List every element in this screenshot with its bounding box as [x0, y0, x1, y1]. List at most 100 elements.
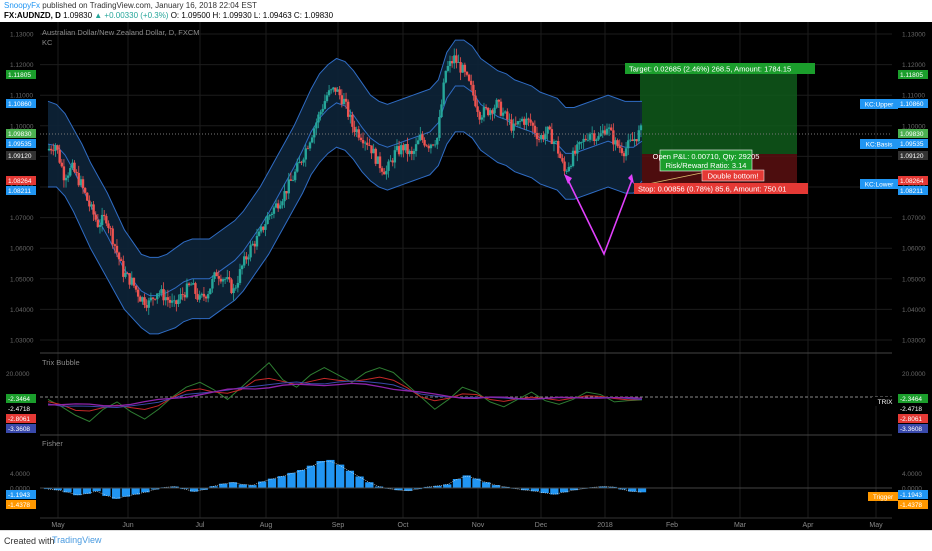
fisher-axis-label: 4.0000 — [902, 471, 922, 478]
candle-body — [96, 219, 100, 227]
time-axis[interactable]: May Jun Jul Aug Sep Oct Nov Dec 2018 Feb Mar Apr May — [40, 517, 892, 529]
candle-body — [618, 146, 621, 149]
candle-body — [374, 148, 377, 164]
time-axis-label: Apr — [803, 522, 815, 529]
open-pl-label[interactable]: Open P&L: 0.00710, Qty: 29205 Risk/Rewar… — [653, 149, 760, 172]
left-price-badge-bg — [6, 70, 36, 79]
candle-body — [573, 150, 577, 154]
right-price-axis[interactable]: 1.130001.120001.110001.100001.090001.080… — [898, 32, 928, 510]
fisher-bar — [92, 488, 101, 492]
stop-label[interactable]: Stop: 0.00856 (0.78%) 85.6, Amount: 750.… — [634, 183, 808, 194]
candle-body — [313, 128, 316, 138]
kc-basis-label: KC:Basis — [860, 139, 898, 149]
candle-body — [323, 101, 327, 109]
candle-body — [88, 200, 91, 207]
candle-body — [616, 140, 619, 147]
candle-body — [544, 133, 547, 139]
candle-body — [285, 191, 288, 194]
fisher-bar — [433, 485, 442, 488]
publish-info: SnoopyFx published on TradingView.com, J… — [4, 1, 257, 10]
candle-body — [83, 188, 87, 193]
fisher-trigger-line — [47, 460, 643, 499]
left-price-badge: 1.11805 — [8, 72, 31, 79]
fisher-bar — [423, 486, 432, 488]
candle-body — [493, 107, 496, 114]
candle-body — [470, 80, 473, 85]
candle-body — [124, 273, 127, 277]
time-axis-label: Jun — [122, 522, 133, 529]
candle-body — [103, 214, 106, 217]
candle-body — [554, 141, 558, 142]
candle-body — [607, 127, 611, 129]
trix-badge: -2.4718 — [8, 406, 30, 413]
chart-svg[interactable]: 1.130001.120001.110001.100001.090001.080… — [0, 22, 932, 530]
trix-badge-bg — [6, 404, 36, 413]
candle-body — [251, 243, 254, 246]
price-pane — [47, 39, 643, 335]
candle-body — [149, 297, 153, 301]
fisher-badge-bg — [6, 500, 36, 509]
candle-body — [597, 136, 600, 140]
left-price-badge-bg — [6, 151, 36, 160]
trix-name-label: TRIX — [872, 397, 898, 406]
target-zone[interactable] — [640, 68, 797, 154]
candle-body — [170, 300, 174, 303]
fisher-bar — [43, 488, 53, 490]
candle-body — [580, 142, 583, 143]
double-bottom-arrow[interactable] — [567, 179, 633, 257]
candle-body — [319, 111, 322, 115]
candle-body — [586, 139, 590, 141]
symbol-info: FX:AUDNZD, D 1.09830 ▲ +0.00330 (+0.3%) … — [4, 11, 333, 20]
candle-body — [236, 282, 240, 288]
candle-body — [366, 142, 369, 146]
candle-body — [122, 260, 125, 277]
fisher-bar — [394, 488, 403, 491]
left-price-axis[interactable]: 1.130001.120001.110001.100001.090001.080… — [6, 32, 36, 510]
trix-badge-bg — [898, 404, 928, 413]
candle-body — [383, 171, 386, 175]
candle-body — [368, 145, 371, 146]
candle-body — [187, 283, 191, 286]
time-axis-label: Oct — [398, 522, 409, 529]
candle-body — [71, 162, 74, 169]
candle-body — [247, 257, 250, 260]
candle-body — [100, 214, 104, 226]
fisher-bar — [355, 476, 364, 488]
candle-body — [385, 170, 388, 175]
chart-area[interactable]: 1.130001.120001.110001.100001.090001.080… — [0, 22, 932, 530]
candle-body — [537, 139, 541, 140]
candle-body — [620, 148, 624, 154]
candle-body — [499, 101, 503, 116]
candle-body — [260, 226, 263, 232]
fisher-bar — [73, 488, 82, 496]
fisher-pane — [40, 459, 892, 499]
candle-body — [139, 296, 142, 302]
time-axis-label: Nov — [472, 522, 485, 529]
target-label[interactable]: Target: 0.02685 (2.46%) 268.5, Amount: 1… — [625, 63, 815, 74]
author-link[interactable]: SnoopyFx — [4, 1, 41, 10]
left-axis-label: 1.07000 — [10, 215, 34, 222]
candle-body — [219, 278, 223, 282]
target-text: Target: 0.02685 (2.46%) 268.5, Amount: 1… — [629, 65, 791, 74]
created-with: Created with — [4, 536, 55, 546]
right-price-badge: 1.09535 — [900, 141, 924, 148]
fisher-bar — [238, 484, 247, 488]
candle-body — [130, 277, 133, 285]
trix-badge: -2.3464 — [8, 396, 30, 403]
candle-body — [448, 61, 452, 66]
candle-body — [168, 299, 172, 303]
candle-body — [200, 293, 204, 296]
time-axis-label: Sep — [332, 522, 345, 529]
fisher-badge: -1.1943 — [8, 492, 30, 499]
right-axis-label: 1.10000 — [902, 123, 926, 130]
fisher-bar — [170, 486, 179, 488]
candle-body — [325, 95, 329, 102]
fisher-bar — [462, 475, 471, 488]
candle-body — [204, 296, 208, 299]
tradingview-logo[interactable]: TradingView — [52, 535, 102, 545]
candle-body — [450, 61, 454, 64]
candle-body — [599, 133, 602, 137]
candle-body — [455, 55, 458, 63]
candle-body — [361, 139, 365, 144]
double-bottom-label[interactable]: Double bottom! — [701, 169, 765, 182]
